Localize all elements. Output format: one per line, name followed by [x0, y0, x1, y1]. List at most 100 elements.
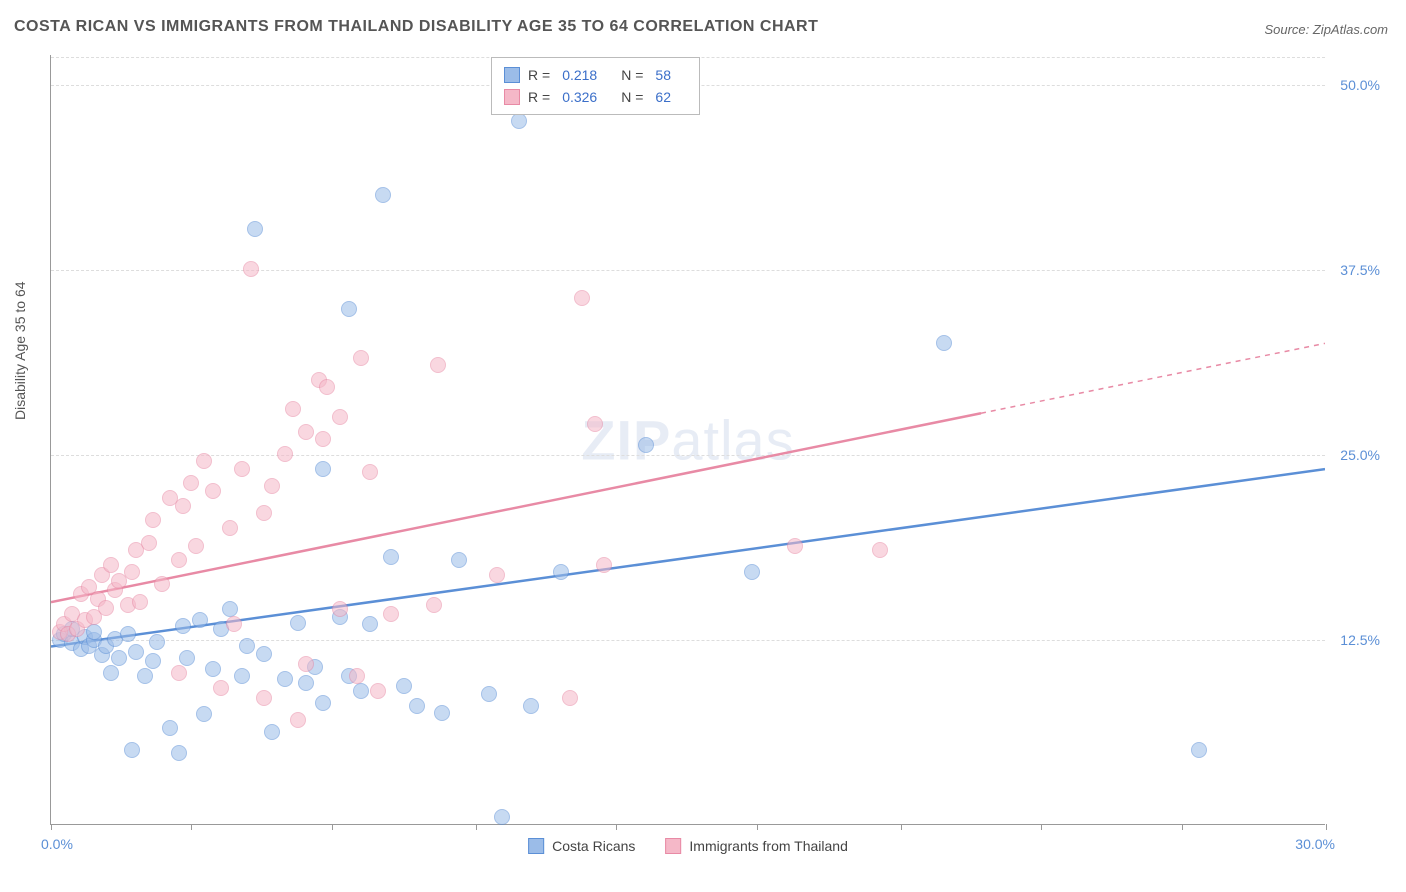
n-label: N =	[621, 64, 643, 86]
r-value-1: 0.218	[562, 64, 597, 86]
scatter-point	[171, 745, 187, 761]
y-tick-label: 25.0%	[1340, 447, 1380, 463]
scatter-point	[179, 650, 195, 666]
x-tick	[332, 824, 333, 830]
x-tick	[757, 824, 758, 830]
scatter-point	[481, 686, 497, 702]
scatter-point	[353, 350, 369, 366]
scatter-point	[171, 552, 187, 568]
x-tick	[51, 824, 52, 830]
scatter-point	[175, 498, 191, 514]
trendlines	[51, 55, 1325, 824]
legend-stats-row-2: R = 0.326 N = 62	[504, 86, 687, 108]
scatter-point	[383, 606, 399, 622]
scatter-point	[128, 644, 144, 660]
n-label: N =	[621, 86, 643, 108]
scatter-point	[277, 671, 293, 687]
scatter-point	[111, 650, 127, 666]
scatter-point	[383, 549, 399, 565]
scatter-point	[226, 616, 242, 632]
scatter-point	[298, 675, 314, 691]
scatter-point	[362, 464, 378, 480]
scatter-point	[562, 690, 578, 706]
scatter-point	[396, 678, 412, 694]
x-tick	[191, 824, 192, 830]
scatter-point	[315, 431, 331, 447]
watermark: ZIPatlas	[581, 407, 794, 472]
scatter-point	[205, 661, 221, 677]
scatter-point	[213, 680, 229, 696]
chart-title: COSTA RICAN VS IMMIGRANTS FROM THAILAND …	[14, 18, 818, 36]
scatter-point	[222, 520, 238, 536]
scatter-point	[290, 712, 306, 728]
scatter-point	[205, 483, 221, 499]
scatter-point	[489, 567, 505, 583]
scatter-point	[145, 653, 161, 669]
scatter-point	[362, 616, 378, 632]
scatter-point	[587, 416, 603, 432]
scatter-point	[124, 564, 140, 580]
scatter-point	[183, 475, 199, 491]
legend-item-1: Costa Ricans	[528, 838, 635, 854]
r-label: R =	[528, 86, 550, 108]
scatter-point	[370, 683, 386, 699]
scatter-point	[234, 461, 250, 477]
scatter-point	[319, 379, 335, 395]
x-tick	[1041, 824, 1042, 830]
scatter-point	[375, 187, 391, 203]
source-label: Source: ZipAtlas.com	[1264, 22, 1388, 37]
scatter-point	[298, 656, 314, 672]
scatter-point	[451, 552, 467, 568]
legend-swatch-series-1	[504, 67, 520, 83]
scatter-point	[103, 557, 119, 573]
legend-label: Immigrants from Thailand	[689, 838, 847, 854]
scatter-point	[141, 535, 157, 551]
scatter-point	[162, 720, 178, 736]
scatter-point	[171, 665, 187, 681]
gridline	[51, 455, 1325, 456]
scatter-point	[349, 668, 365, 684]
scatter-point	[332, 601, 348, 617]
scatter-point	[744, 564, 760, 580]
legend-series: Costa Ricans Immigrants from Thailand	[528, 838, 848, 854]
scatter-point	[196, 706, 212, 722]
legend-label: Costa Ricans	[552, 838, 635, 854]
scatter-point	[175, 618, 191, 634]
scatter-point	[872, 542, 888, 558]
scatter-point	[120, 626, 136, 642]
scatter-point	[494, 809, 510, 825]
x-axis-min-label: 0.0%	[41, 836, 73, 852]
scatter-point	[523, 698, 539, 714]
scatter-point	[315, 695, 331, 711]
y-tick-label: 37.5%	[1340, 262, 1380, 278]
legend-swatch-series-2	[504, 89, 520, 105]
x-axis-max-label: 30.0%	[1295, 836, 1335, 852]
scatter-point	[553, 564, 569, 580]
scatter-point	[264, 724, 280, 740]
n-value-2: 62	[655, 86, 671, 108]
scatter-point	[353, 683, 369, 699]
scatter-point	[1191, 742, 1207, 758]
n-value-1: 58	[655, 64, 671, 86]
scatter-point	[239, 638, 255, 654]
scatter-point	[243, 261, 259, 277]
scatter-point	[256, 505, 272, 521]
scatter-point	[285, 401, 301, 417]
r-value-2: 0.326	[562, 86, 597, 108]
scatter-point	[409, 698, 425, 714]
scatter-point	[256, 646, 272, 662]
scatter-point	[341, 301, 357, 317]
y-tick-label: 50.0%	[1340, 77, 1380, 93]
scatter-point	[596, 557, 612, 573]
scatter-point	[137, 668, 153, 684]
scatter-point	[511, 113, 527, 129]
x-tick	[1326, 824, 1327, 830]
plot-area: ZIPatlas 12.5%25.0%37.5%50.0% R = 0.218 …	[50, 55, 1325, 825]
scatter-point	[188, 538, 204, 554]
y-axis-label: Disability Age 35 to 64	[12, 281, 28, 420]
x-tick	[476, 824, 477, 830]
scatter-point	[936, 335, 952, 351]
legend-swatch-icon	[528, 838, 544, 854]
x-tick	[901, 824, 902, 830]
scatter-point	[434, 705, 450, 721]
